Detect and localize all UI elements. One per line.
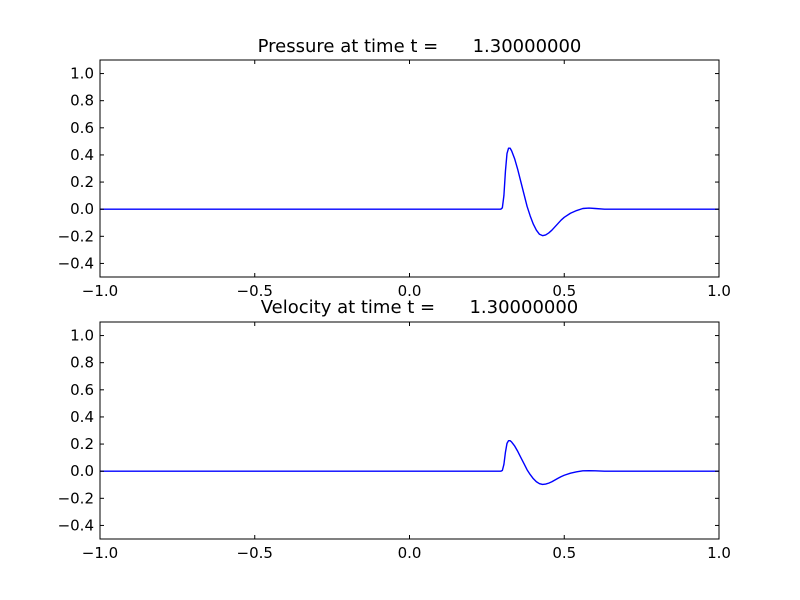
pressure-x-tick-label: 0.0 <box>398 282 422 300</box>
pressure-plot-frame <box>99 59 720 278</box>
velocity-x-tick-label: −1.0 <box>82 544 118 562</box>
velocity-y-tick-label: 0.8 <box>70 354 94 372</box>
pressure-y-tick-label: 0.6 <box>70 119 94 137</box>
velocity-y-tick-label: 0.2 <box>70 435 94 453</box>
velocity-chart-title: Velocity at time t = 1.30000000 <box>261 297 579 318</box>
pressure-y-tick-label: 0.8 <box>70 92 94 110</box>
velocity-y-tick-label: 0.0 <box>70 462 94 480</box>
velocity-y-tick-label: −0.4 <box>58 516 94 534</box>
pressure-y-tick-label: 0.0 <box>70 200 94 218</box>
pressure-chart-title: Pressure at time t = 1.30000000 <box>258 36 582 57</box>
velocity-x-tick-label: 0.5 <box>552 544 576 562</box>
velocity-y-tick-label: −0.2 <box>58 489 94 507</box>
velocity-x-tick-label: 1.0 <box>707 544 731 562</box>
pressure-x-tick-label: 1.0 <box>707 282 731 300</box>
pressure-x-tick-label: 0.5 <box>552 282 576 300</box>
pressure-y-tick-label: −0.4 <box>58 254 94 272</box>
pressure-x-tick-label: −1.0 <box>82 282 118 300</box>
velocity-x-tick-label: −0.5 <box>237 544 273 562</box>
velocity-x-tick-label: 0.0 <box>398 544 422 562</box>
velocity-y-tick-label: 1.0 <box>70 327 94 345</box>
velocity-series-line <box>100 439 719 486</box>
pressure-x-tick-label: −0.5 <box>237 282 273 300</box>
pressure-y-tick-label: 1.0 <box>70 65 94 83</box>
velocity-plot-frame <box>99 321 720 540</box>
pressure-y-tick-label: 0.2 <box>70 173 94 191</box>
velocity-y-tick-label: 0.6 <box>70 381 94 399</box>
pressure-series-line <box>100 147 719 237</box>
velocity-y-tick-label: 0.4 <box>70 408 94 426</box>
pressure-y-tick-label: −0.2 <box>58 227 94 245</box>
pressure-y-tick-label: 0.4 <box>70 146 94 164</box>
